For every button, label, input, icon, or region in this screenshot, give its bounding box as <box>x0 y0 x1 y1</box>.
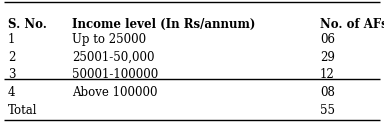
Text: 50001-100000: 50001-100000 <box>72 68 158 81</box>
Text: 3: 3 <box>8 68 15 81</box>
Text: No. of AFs: No. of AFs <box>320 18 384 31</box>
Text: S. No.: S. No. <box>8 18 47 31</box>
Text: Total: Total <box>8 104 38 117</box>
Text: 25001-50,000: 25001-50,000 <box>72 51 154 64</box>
Text: 55: 55 <box>320 104 335 117</box>
Text: Up to 25000: Up to 25000 <box>72 33 146 46</box>
Text: 12: 12 <box>320 68 335 81</box>
Text: 4: 4 <box>8 86 15 99</box>
Text: 1: 1 <box>8 33 15 46</box>
Text: 29: 29 <box>320 51 335 64</box>
Text: 2: 2 <box>8 51 15 64</box>
Text: Above 100000: Above 100000 <box>72 86 157 99</box>
Text: 08: 08 <box>320 86 335 99</box>
Text: 06: 06 <box>320 33 335 46</box>
Text: Income level (In Rs/annum): Income level (In Rs/annum) <box>72 18 255 31</box>
